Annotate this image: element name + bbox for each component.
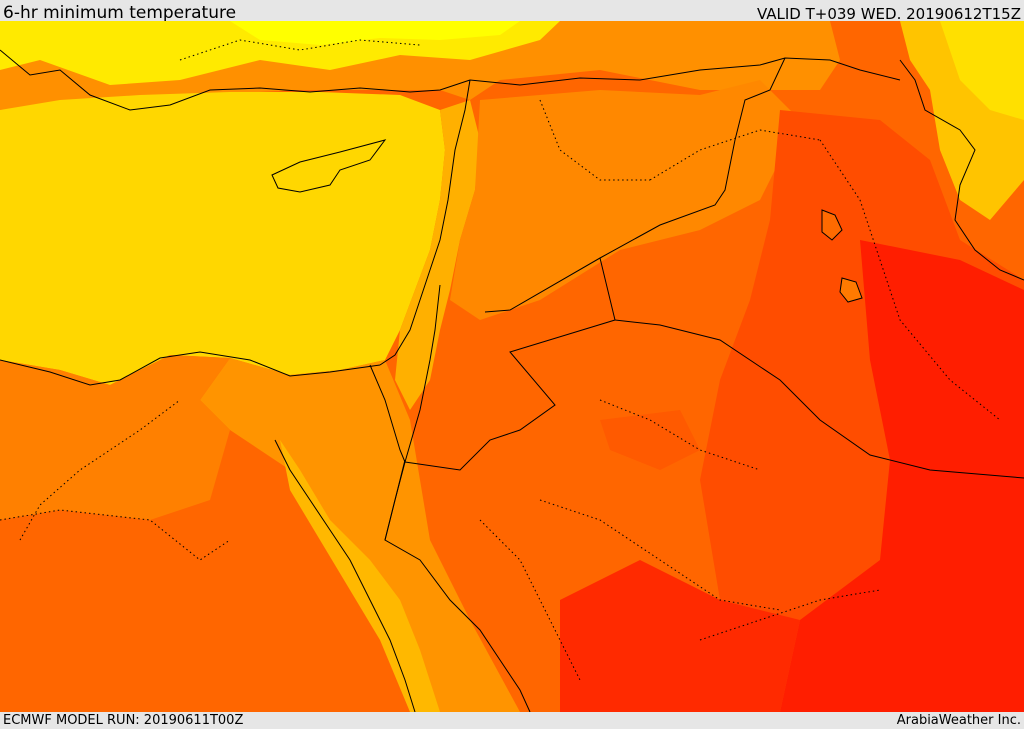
temperature-map (0, 21, 1024, 712)
field-caucasus-light (940, 21, 1024, 120)
dotted-boundary-6 (819, 139, 1001, 421)
dotted-boundary-3 (539, 499, 781, 611)
field-mediterranean (0, 92, 445, 385)
field-syria-orange (450, 80, 800, 320)
field-jordan-red (600, 410, 700, 470)
province-boundaries (0, 39, 1001, 681)
field-saudi-red (560, 560, 800, 712)
valid-time: VALID T+039 WED. 20190612T15Z (756, 5, 1021, 23)
border-israel-jordan (404, 284, 441, 463)
field-iraq-red (780, 240, 1024, 712)
field-turkey-bright (230, 21, 520, 45)
map-title: 6-hr minimum temperature (3, 3, 237, 23)
dotted-boundary-8 (699, 589, 881, 641)
field-levant-coast (395, 100, 480, 410)
credit-text: ArabiaWeather Inc. (896, 713, 1021, 728)
footer-bar (0, 712, 1024, 729)
model-run: ECMWF MODEL RUN: 20190611T00Z (3, 713, 244, 728)
dotted-boundary-1 (0, 509, 231, 561)
border-egypt-israel (369, 364, 406, 541)
coastline-red-sea-west (274, 439, 416, 712)
border-iraq-syria (484, 57, 786, 313)
border-jordan-saudi (404, 257, 616, 471)
coastline-levant (379, 79, 471, 366)
field-red-sea (280, 440, 440, 712)
border-iraq-iran (899, 59, 1024, 281)
field-sinai-orange (200, 358, 520, 712)
header-bar (0, 0, 1024, 21)
lake-tharthar (821, 209, 843, 241)
field-egypt-orange (0, 355, 230, 520)
coastline-turkey (0, 49, 471, 111)
border-syria-turkey (469, 57, 901, 86)
coastline-egypt (0, 351, 381, 386)
lake-habbaniyah (839, 277, 863, 303)
cyprus-outline (271, 139, 387, 193)
border-iraq-saudi (614, 319, 1024, 479)
